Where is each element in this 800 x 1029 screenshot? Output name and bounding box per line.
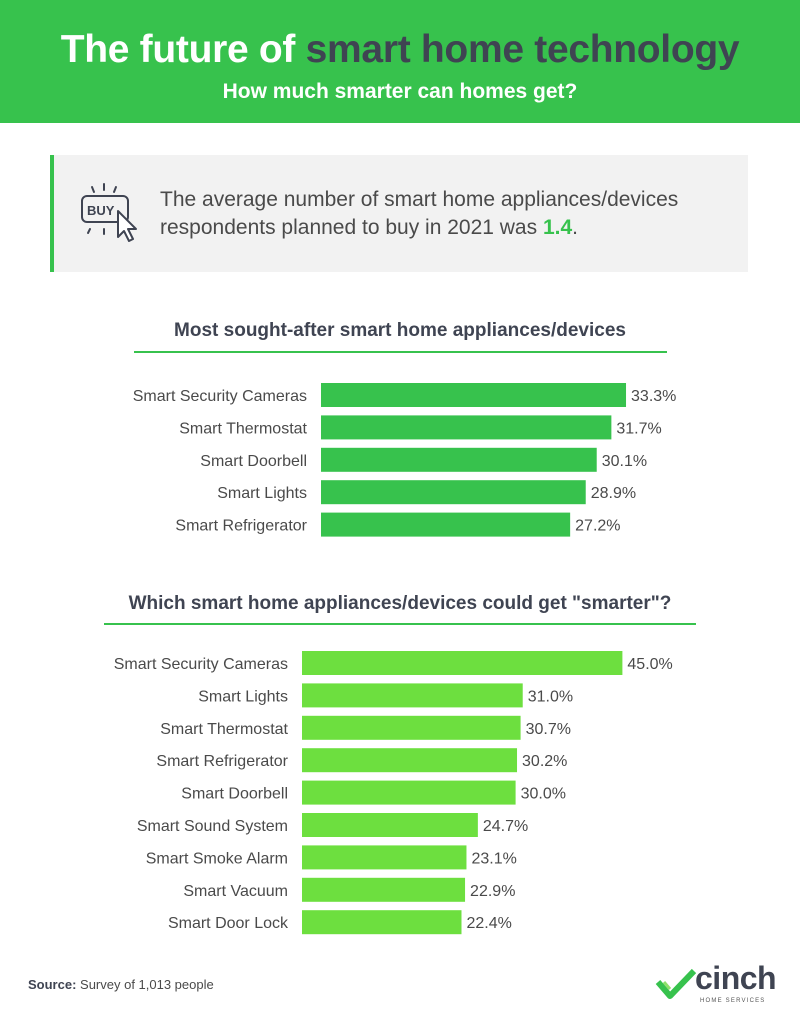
category-label: Smart Thermostat xyxy=(179,420,307,437)
bar xyxy=(302,651,623,675)
value-label: 30.2% xyxy=(522,753,567,770)
chart-1-sought-after: Smart Security Cameras 33.3% Smart Thermos… xyxy=(133,383,676,537)
value-label: 45.0% xyxy=(627,656,672,673)
chart-2-could-get-smarter: Smart Security Cameras 45.0% Smart Lights 3… xyxy=(114,651,673,935)
bar xyxy=(321,480,586,505)
bar xyxy=(302,780,516,805)
cinch-logo: cinch HOME SERVICES xyxy=(655,960,780,1010)
page-subtitle: How much smarter can homes get? xyxy=(222,80,578,103)
value-label: 28.9% xyxy=(591,485,636,502)
source-text: Survey of 1,013 people xyxy=(76,977,214,992)
category-label: Smart Sound System xyxy=(137,818,288,835)
bar xyxy=(321,447,597,472)
value-label: 30.7% xyxy=(526,721,571,738)
category-label: Smart Refrigerator xyxy=(175,518,307,535)
value-label: 22.9% xyxy=(470,883,515,900)
category-label: Smart Security Cameras xyxy=(114,656,288,673)
bar xyxy=(302,845,467,870)
category-label: Smart Lights xyxy=(198,688,288,705)
buy-icon-label: BUY xyxy=(87,203,115,218)
category-label: Smart Doorbell xyxy=(181,786,288,803)
category-label: Smart Smoke Alarm xyxy=(146,850,288,867)
value-label: 31.0% xyxy=(528,688,573,705)
category-label: Smart Vacuum xyxy=(183,883,288,900)
chart-2-title-rule xyxy=(104,623,696,625)
header-banner: The future of smart home technology How … xyxy=(0,0,800,123)
value-label: 30.1% xyxy=(602,453,647,470)
stat-sentence: The average number of smart home applian… xyxy=(160,188,679,239)
bar xyxy=(302,813,478,837)
bar xyxy=(302,715,521,740)
title-part-1: The future of xyxy=(60,28,306,71)
value-label: 24.7% xyxy=(483,818,528,835)
category-label: Smart Lights xyxy=(217,485,307,502)
chart-1-title: Most sought-after smart home appliances/… xyxy=(174,320,626,341)
bar xyxy=(302,683,523,708)
stat-value: 1.4 xyxy=(542,216,573,239)
logo-wordmark: cinch xyxy=(695,960,777,996)
category-label: Smart Doorbell xyxy=(200,453,307,470)
title-highlight: smart home technology xyxy=(305,28,740,71)
bar xyxy=(321,415,612,440)
bar xyxy=(302,910,462,935)
value-label: 31.7% xyxy=(616,420,661,437)
chart-2-title: Which smart home appliances/devices coul… xyxy=(128,593,672,614)
bar xyxy=(302,877,466,902)
value-label: 23.1% xyxy=(471,850,516,867)
category-label: Smart Security Cameras xyxy=(133,388,307,405)
source-note: Source: Survey of 1,013 people xyxy=(28,977,214,992)
stat-callout: BUY The average number of smart home app… xyxy=(50,155,748,272)
chart-1-title-rule xyxy=(134,351,667,353)
bar xyxy=(321,383,627,407)
logo-tagline: HOME SERVICES xyxy=(700,998,766,1004)
source-label: Source: xyxy=(28,977,77,992)
buy-cursor-icon: BUY xyxy=(81,183,137,242)
stat-suffix: . xyxy=(572,216,578,239)
value-label: 33.3% xyxy=(631,388,676,405)
value-label: 30.0% xyxy=(521,786,566,803)
category-label: Smart Thermostat xyxy=(160,721,288,738)
category-label: Smart Refrigerator xyxy=(156,753,288,770)
stat-text: The average number of smart home applian… xyxy=(160,186,740,242)
bar xyxy=(302,748,518,773)
category-label: Smart Door Lock xyxy=(168,915,289,932)
checkmark-logo-icon xyxy=(655,968,697,999)
page-title: The future of smart home technology xyxy=(0,28,800,72)
value-label: 22.4% xyxy=(466,915,511,932)
value-label: 27.2% xyxy=(575,518,620,535)
bar xyxy=(321,512,571,537)
